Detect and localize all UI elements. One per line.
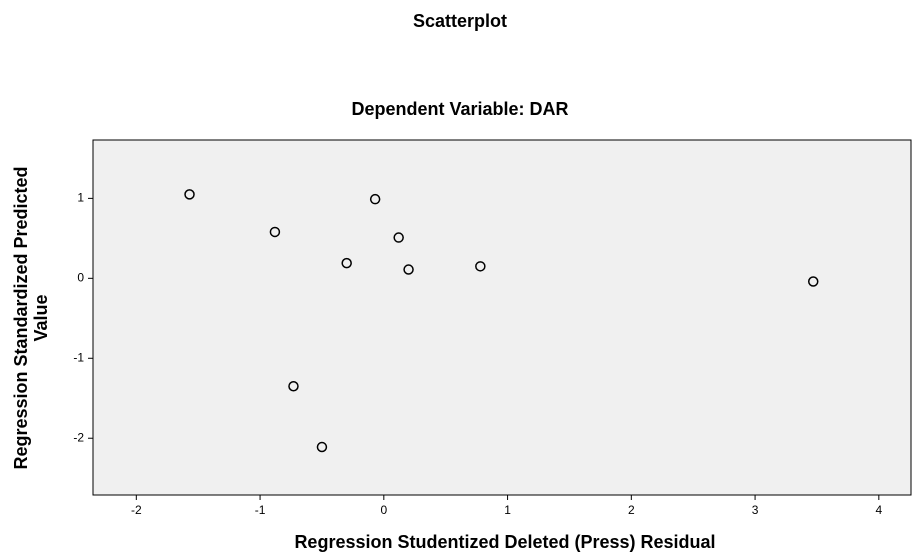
chart-subtitle: Dependent Variable: DAR (351, 99, 568, 119)
point (807, 276, 819, 287)
point (288, 381, 299, 392)
x-axis-label: Regression Studentized Deleted (Press) R… (294, 532, 715, 552)
y-tick-label: 1 (77, 191, 84, 205)
y-axis-label-line: Regression Standardized Predicted (11, 166, 31, 469)
point (316, 441, 328, 453)
point (341, 257, 352, 269)
point (184, 189, 195, 200)
x-tick-label: -1 (255, 503, 266, 517)
plot-area (92, 139, 912, 496)
point (393, 232, 404, 243)
y-axis-label: Regression Standardized Predicted Value (11, 166, 51, 469)
y-tick-label: -2 (73, 430, 84, 444)
point (369, 193, 381, 205)
chart-title: Scatterplot (413, 11, 507, 31)
y-tick-label: -1 (73, 350, 84, 364)
point (403, 264, 414, 275)
y-axis-label-line: Value (31, 294, 51, 341)
x-tick-label: 1 (504, 503, 511, 517)
x-tick-label: 0 (380, 503, 387, 517)
x-tick-label: 2 (628, 503, 635, 517)
x-tick-label: -2 (131, 503, 142, 517)
x-tick-label: 4 (875, 503, 882, 517)
x-tick-label: 3 (752, 503, 759, 517)
y-tick-label: 0 (77, 270, 84, 284)
point (269, 226, 281, 238)
point (475, 261, 486, 272)
